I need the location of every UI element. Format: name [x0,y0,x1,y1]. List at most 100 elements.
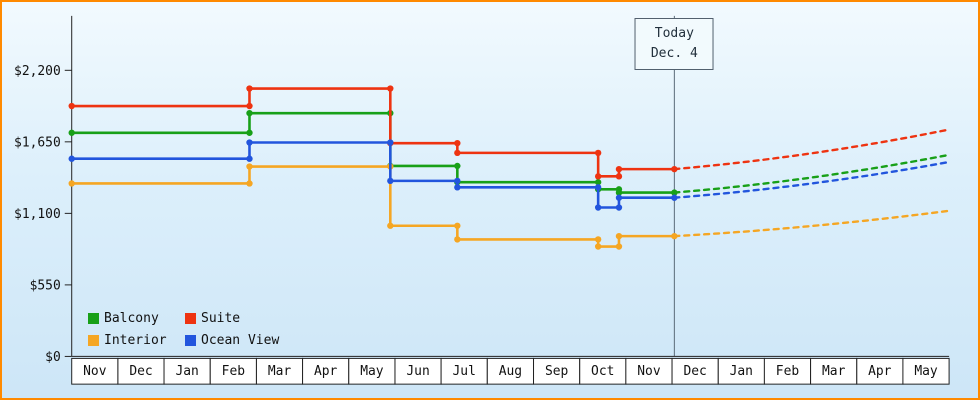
x-axis-label: Feb [222,364,245,379]
y-axis-label: $0 [45,350,61,365]
series-marker-suite [68,102,75,110]
x-axis-label: Nov [83,364,107,379]
series-marker-interior [594,243,602,250]
series-marker-suite [246,102,253,110]
x-axis-label: Apr [868,364,892,379]
y-axis-label: $1,650 [14,135,61,150]
x-axis-cell [255,357,304,385]
x-axis-cell [625,357,673,385]
x-axis-label: Feb [776,364,799,379]
series-marker-ocean-view [387,139,394,146]
x-axis-cell [902,357,950,385]
series-marker-interior [454,236,461,243]
x-axis-label: Mar [822,364,846,379]
x-axis-cell [440,357,488,385]
x-axis-label: May [360,364,384,379]
x-axis-cell [533,357,581,385]
x-axis-cell [579,357,627,385]
x-axis-label: Apr [314,364,338,379]
series-forecast-interior [673,209,951,238]
series-marker-ocean-view [594,184,602,191]
chart-legend: Balcony Suite Interior Ocean View [88,311,279,348]
series-marker-suite [387,85,394,92]
legend-label-interior: Interior [104,333,167,348]
today-annotation-date: Dec. 4 [650,46,698,62]
x-axis-cell [394,357,442,385]
x-axis-cell [209,357,257,385]
x-axis-label: Dec [129,364,152,379]
x-axis-label: Dec [683,364,706,379]
series-marker-interior [454,222,461,229]
x-axis-cell [302,357,350,385]
series-marker-suite [454,140,461,147]
series-marker-ocean-view [68,155,75,162]
x-axis-label: May [914,364,938,379]
legend-item-balcony: Balcony [88,311,185,326]
series-marker-interior [615,232,623,240]
series-marker-interior [671,232,678,240]
series-forecast-balcony [673,153,951,194]
series-marker-ocean-view [454,184,461,191]
y-axis-label: $550 [30,278,61,293]
series-marker-ocean-view [594,204,602,211]
x-axis-cell [671,357,719,385]
series-marker-interior [594,236,602,243]
series-forecast-suite [673,128,951,171]
legend-item-interior: Interior [88,333,185,348]
x-axis-label: Oct [591,364,614,379]
series-marker-ocean-view [246,139,253,146]
today-annotation-title: Today [654,26,694,41]
legend-label-ocean-view: Ocean View [201,333,280,348]
series-marker-interior [246,163,253,170]
x-axis-cell [763,357,812,385]
series-marker-balcony [246,129,253,136]
x-axis-label: Aug [499,364,522,379]
x-axis-cell [117,357,165,385]
series-marker-suite [454,149,461,157]
x-axis-cell [856,357,904,385]
legend-swatch-ocean-view [185,335,196,346]
series-marker-suite [594,149,602,157]
series-marker-interior [387,222,394,229]
series-marker-interior [246,180,253,187]
x-axis-cell [717,357,765,385]
series-marker-balcony [68,129,75,136]
legend-swatch-suite [185,313,196,324]
series-marker-balcony [615,189,623,196]
series-marker-ocean-view [454,177,461,185]
series-marker-balcony [246,110,253,117]
series-marker-interior [68,180,75,187]
series-marker-ocean-view [387,177,394,185]
series-forecast-ocean-view [673,160,951,199]
series-marker-suite [615,165,623,173]
x-axis-label: Jan [175,364,198,379]
series-marker-ocean-view [615,204,623,211]
x-axis-cell [348,357,396,385]
series-marker-suite [246,85,253,92]
series-marker-interior [615,243,623,250]
series-marker-suite [594,173,602,180]
series-line-interior [71,165,675,248]
legend-item-suite: Suite [185,311,279,326]
y-axis-label: $2,200 [14,64,61,79]
series-marker-balcony [594,179,602,186]
x-axis-label: Jan [730,364,753,379]
x-axis-label: Sep [545,364,568,379]
series-marker-balcony [671,189,678,196]
y-axis-label: $1,100 [14,207,61,222]
series-marker-suite [671,165,678,173]
series-marker-balcony [454,162,461,170]
series-marker-ocean-view [246,155,253,162]
legend-swatch-balcony [88,313,99,324]
x-axis-label: Nov [637,364,661,379]
x-axis-label: Jul [453,364,476,379]
x-axis-cell [486,357,534,385]
legend-label-suite: Suite [201,311,241,326]
legend-label-balcony: Balcony [104,311,159,326]
x-axis-label: Jun [406,364,429,379]
series-marker-suite [615,173,623,180]
legend-item-ocean-view: Ocean View [185,333,279,348]
today-annotation: Today Dec. 4 [634,18,714,71]
